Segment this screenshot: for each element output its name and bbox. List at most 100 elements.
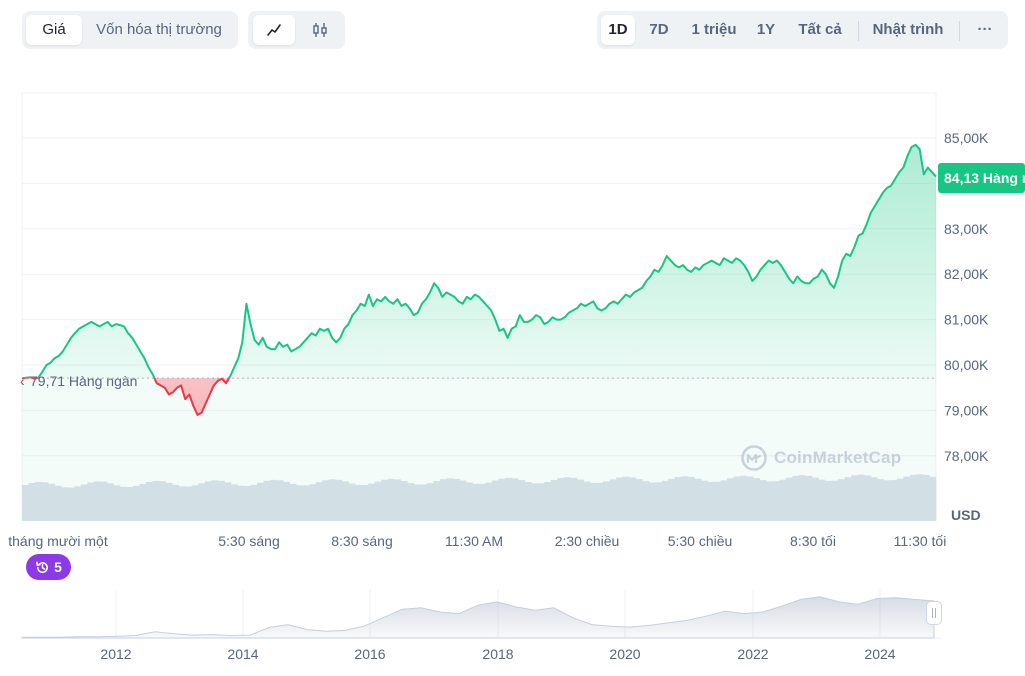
watermark: CoinMarketCap (740, 444, 901, 472)
range-all[interactable]: Tất cả (798, 21, 842, 38)
range-1d[interactable]: 1D (601, 15, 635, 45)
volume-bar (374, 481, 382, 521)
volume-bar (759, 480, 767, 521)
volume-bar (550, 479, 558, 521)
y-tick-label: 79,00K (944, 402, 989, 418)
area-base (22, 378, 936, 521)
volume-bar (48, 483, 56, 521)
volume-bar (341, 481, 349, 521)
candlestick-button[interactable] (299, 15, 341, 45)
volume-bar (844, 477, 852, 521)
volume-bar (753, 478, 761, 521)
volume-bar (217, 480, 225, 521)
log-scale-toggle[interactable]: Nhật trình (872, 21, 944, 38)
volume-bar (243, 485, 251, 521)
volume-bar (700, 480, 708, 521)
volume-bar (61, 487, 69, 521)
range-1y[interactable]: 1Y (756, 21, 776, 38)
volume-bar (400, 480, 408, 521)
volume-bar (798, 475, 806, 521)
volume-bars (22, 474, 937, 521)
volume-bar (80, 484, 88, 521)
volume-bar (139, 483, 147, 521)
volume-bar (583, 481, 591, 521)
line-chart-button[interactable] (253, 15, 295, 45)
line-chart-icon (267, 24, 281, 36)
volume-bar (746, 476, 754, 521)
volume-bar (387, 478, 395, 521)
y-tick-label: 81,00K (944, 312, 989, 328)
range-1m[interactable]: 1 triệu (691, 21, 737, 38)
volume-bar (67, 487, 75, 521)
overview-x-tick-label: 2014 (227, 646, 258, 662)
volume-bar (687, 476, 695, 521)
volume-bar (178, 486, 186, 521)
history-overview[interactable] (21, 590, 942, 639)
more-divider (959, 21, 960, 41)
volume-bar (870, 477, 878, 521)
volume-bar (714, 481, 721, 521)
volume-bar (126, 487, 134, 521)
price-line-up (21, 143, 937, 379)
volume-bar (674, 476, 682, 521)
volume-bar (537, 483, 545, 521)
tab-market-cap[interactable]: Vốn hóa thị trường (96, 21, 222, 38)
volume-bar (857, 474, 865, 521)
volume-bar (328, 479, 336, 521)
range-slider-handle[interactable] (926, 601, 942, 625)
volume-bar (230, 484, 238, 521)
volume-bar (113, 485, 121, 521)
range-7d[interactable]: 7D (649, 21, 669, 38)
volume-bar (211, 480, 219, 521)
overview-x-tick-label: 2020 (609, 646, 640, 662)
volume-bar (204, 481, 212, 521)
more-options-button[interactable]: ··· (977, 21, 993, 38)
volume-bar (485, 482, 493, 521)
overview-area (21, 596, 935, 639)
volume-bar (922, 474, 930, 521)
volume-bar (289, 483, 297, 521)
overview-x-tick-label: 2024 (864, 646, 895, 662)
volume-bar (381, 479, 388, 521)
volume-bar (185, 486, 193, 521)
volume-bar (100, 481, 108, 521)
volume-bar (772, 481, 780, 521)
volume-bar (420, 484, 428, 521)
history-icon (36, 561, 49, 573)
range-toggle: 1D 7D 1 triệu 1Y Tất cả Nhật trình ··· (597, 11, 1008, 49)
events-button[interactable]: 5 (26, 554, 71, 580)
volume-bar (563, 477, 571, 521)
volume-bar (315, 482, 323, 521)
overview-x-tick-label: 2012 (100, 646, 131, 662)
volume-bar (119, 486, 127, 521)
volume-bar (570, 477, 578, 521)
volume-bar (661, 480, 669, 521)
volume-bar (629, 477, 637, 521)
volume-bar (576, 479, 584, 521)
volume-bar (165, 482, 173, 521)
metric-toggle: Giá Vốn hóa thị trường (22, 11, 238, 49)
volume-bar (727, 478, 735, 521)
history-x-axis: 2012 2014 2016 2018 2020 2022 2024 (100, 646, 895, 662)
volume-bar (413, 484, 421, 521)
volume-bar (270, 479, 278, 521)
volume-bar (518, 480, 526, 521)
chart-type-toggle (248, 11, 345, 49)
x-tick-label: 11:30 AM (445, 533, 503, 549)
volume-bar (681, 476, 689, 521)
overview-x-tick-label: 2022 (737, 646, 768, 662)
volume-bar (929, 476, 937, 521)
volume-bar (296, 485, 304, 521)
y-tick-label: 85,00K (944, 130, 989, 146)
volume-bar (28, 483, 36, 521)
volume-bar (263, 480, 271, 521)
tab-price[interactable]: Giá (26, 15, 82, 45)
x-axis-ticks: tháng mười một 5:30 sáng 8:30 sáng 11:30 AM… (8, 533, 946, 549)
volume-bar (22, 485, 29, 521)
volume-bar (668, 478, 676, 521)
area-below-reference (22, 378, 936, 415)
overview-x-tick-label: 2016 (354, 646, 385, 662)
x-tick-label: 5:30 sáng (218, 533, 280, 549)
range-divider (858, 21, 859, 41)
